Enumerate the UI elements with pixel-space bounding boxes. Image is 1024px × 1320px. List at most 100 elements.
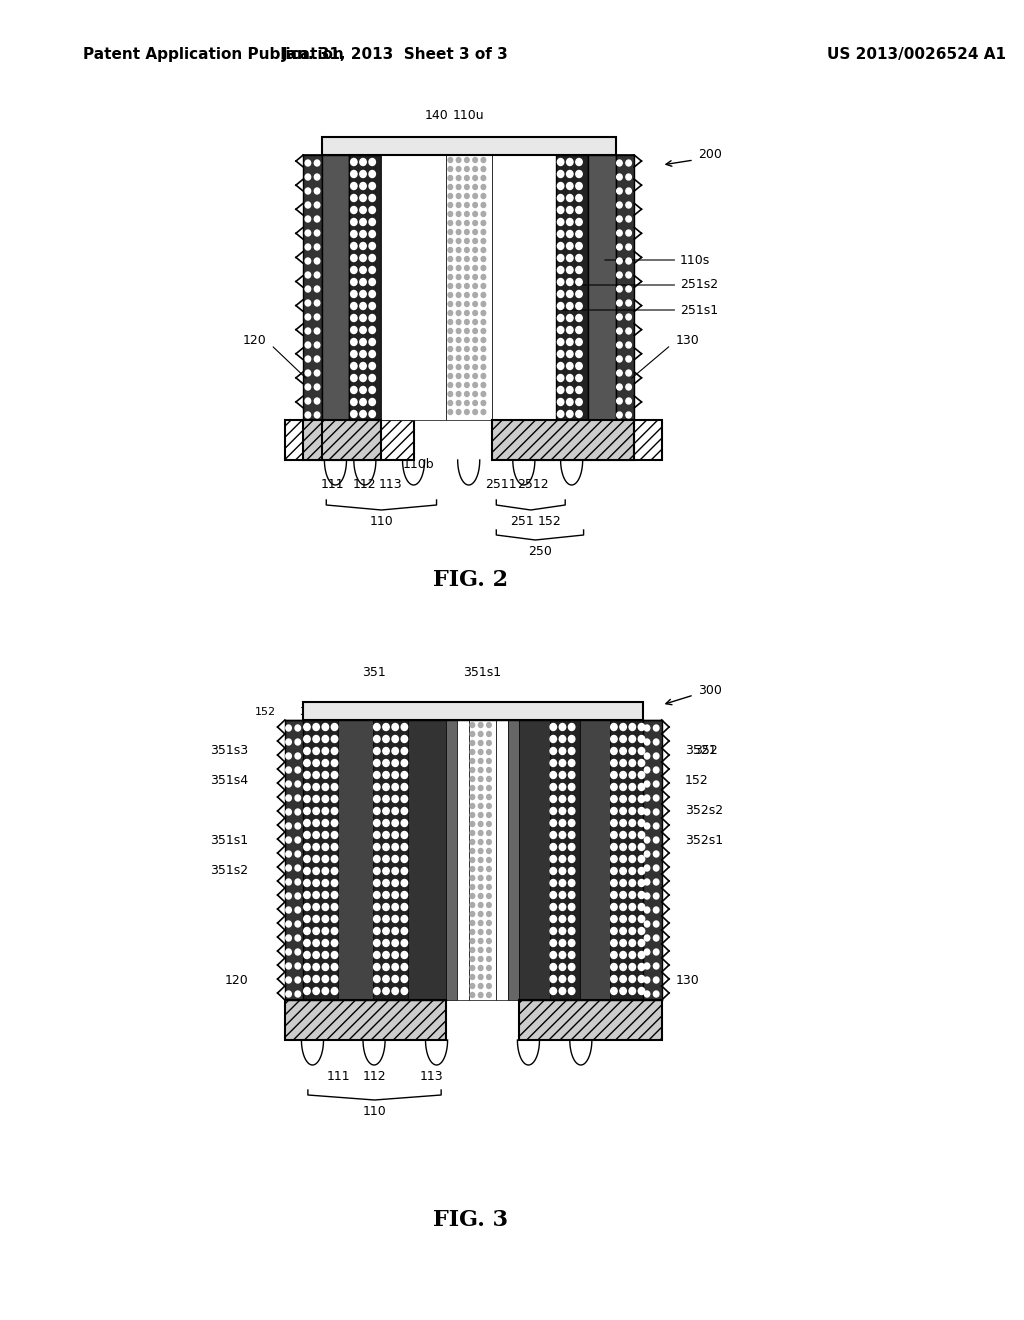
Circle shape bbox=[478, 866, 483, 871]
Circle shape bbox=[559, 952, 565, 958]
Circle shape bbox=[286, 725, 292, 731]
Circle shape bbox=[350, 399, 357, 405]
Circle shape bbox=[457, 310, 461, 315]
Circle shape bbox=[359, 158, 367, 165]
Circle shape bbox=[401, 952, 408, 958]
Circle shape bbox=[557, 219, 564, 226]
Circle shape bbox=[392, 843, 398, 850]
Circle shape bbox=[473, 383, 477, 388]
Circle shape bbox=[470, 804, 475, 808]
Text: 352: 352 bbox=[694, 743, 718, 756]
Circle shape bbox=[470, 840, 475, 845]
Circle shape bbox=[359, 170, 367, 177]
Circle shape bbox=[465, 239, 469, 243]
Circle shape bbox=[313, 784, 319, 791]
Circle shape bbox=[465, 319, 469, 325]
Circle shape bbox=[557, 170, 564, 177]
Circle shape bbox=[481, 374, 485, 379]
Circle shape bbox=[304, 855, 310, 862]
Circle shape bbox=[465, 364, 469, 370]
Circle shape bbox=[313, 916, 319, 923]
Circle shape bbox=[295, 739, 300, 744]
Circle shape bbox=[332, 855, 338, 862]
Circle shape bbox=[559, 928, 565, 935]
Circle shape bbox=[305, 230, 310, 236]
Polygon shape bbox=[364, 1040, 385, 1065]
Circle shape bbox=[313, 747, 319, 755]
Bar bbox=[303, 702, 643, 719]
Circle shape bbox=[457, 230, 461, 235]
Circle shape bbox=[473, 293, 477, 297]
Circle shape bbox=[465, 211, 469, 216]
Circle shape bbox=[481, 383, 485, 388]
Circle shape bbox=[473, 211, 477, 216]
Text: 113: 113 bbox=[379, 478, 402, 491]
Circle shape bbox=[350, 363, 357, 370]
Circle shape bbox=[486, 741, 492, 746]
Circle shape bbox=[374, 952, 380, 958]
Circle shape bbox=[465, 256, 469, 261]
Circle shape bbox=[470, 929, 475, 935]
Circle shape bbox=[392, 928, 398, 935]
Circle shape bbox=[369, 243, 376, 249]
Circle shape bbox=[557, 314, 564, 322]
Circle shape bbox=[575, 411, 583, 417]
Circle shape bbox=[629, 879, 636, 887]
Circle shape bbox=[470, 776, 475, 781]
Circle shape bbox=[478, 741, 483, 746]
Circle shape bbox=[383, 928, 389, 935]
Circle shape bbox=[457, 275, 461, 280]
Circle shape bbox=[626, 160, 632, 166]
Circle shape bbox=[457, 211, 461, 216]
Circle shape bbox=[449, 275, 453, 280]
Circle shape bbox=[392, 916, 398, 923]
Circle shape bbox=[610, 735, 617, 742]
Circle shape bbox=[401, 832, 408, 838]
Circle shape bbox=[638, 759, 645, 767]
Circle shape bbox=[575, 206, 583, 214]
Circle shape bbox=[383, 820, 389, 826]
Circle shape bbox=[481, 284, 485, 289]
Text: 152: 152 bbox=[538, 515, 561, 528]
Circle shape bbox=[374, 928, 380, 935]
Circle shape bbox=[295, 935, 300, 941]
Circle shape bbox=[481, 293, 485, 297]
Circle shape bbox=[470, 813, 475, 817]
Circle shape bbox=[616, 187, 623, 194]
Circle shape bbox=[401, 916, 408, 923]
Circle shape bbox=[314, 300, 319, 306]
Circle shape bbox=[638, 891, 645, 899]
Circle shape bbox=[449, 392, 453, 396]
Circle shape bbox=[644, 921, 650, 927]
Circle shape bbox=[620, 867, 627, 874]
Text: 111: 111 bbox=[327, 1071, 350, 1082]
Circle shape bbox=[350, 206, 357, 214]
Circle shape bbox=[478, 993, 483, 998]
Circle shape bbox=[568, 759, 574, 767]
Circle shape bbox=[575, 170, 583, 177]
Circle shape bbox=[478, 767, 483, 772]
Circle shape bbox=[478, 849, 483, 854]
Circle shape bbox=[392, 987, 398, 994]
Circle shape bbox=[620, 771, 627, 779]
Circle shape bbox=[369, 338, 376, 346]
Circle shape bbox=[550, 952, 556, 958]
Circle shape bbox=[449, 185, 453, 190]
Circle shape bbox=[401, 723, 408, 730]
Circle shape bbox=[557, 182, 564, 190]
Text: 152: 152 bbox=[255, 708, 275, 717]
Circle shape bbox=[478, 858, 483, 862]
Circle shape bbox=[470, 866, 475, 871]
Text: 300: 300 bbox=[698, 684, 722, 697]
Polygon shape bbox=[569, 1040, 592, 1065]
Circle shape bbox=[359, 219, 367, 226]
Circle shape bbox=[653, 865, 659, 871]
Circle shape bbox=[470, 741, 475, 746]
Circle shape bbox=[457, 338, 461, 342]
Circle shape bbox=[626, 174, 632, 180]
Circle shape bbox=[286, 991, 292, 997]
Circle shape bbox=[332, 964, 338, 970]
Circle shape bbox=[392, 735, 398, 742]
Circle shape bbox=[559, 987, 565, 994]
Circle shape bbox=[626, 300, 632, 306]
